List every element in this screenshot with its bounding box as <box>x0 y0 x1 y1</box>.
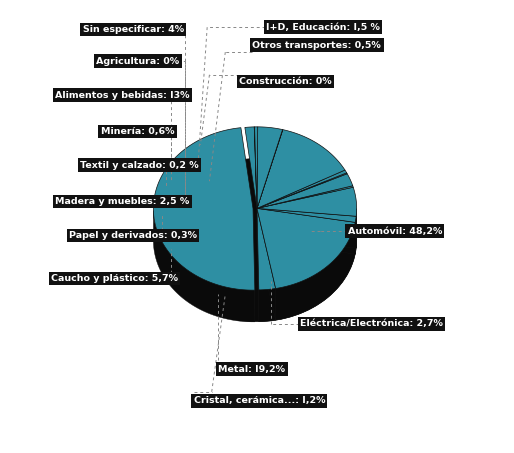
Polygon shape <box>257 208 355 254</box>
Polygon shape <box>257 186 353 208</box>
Polygon shape <box>257 173 347 208</box>
Text: Automóvil: 48,2%: Automóvil: 48,2% <box>347 226 442 236</box>
Polygon shape <box>153 128 255 290</box>
Polygon shape <box>257 127 283 208</box>
Text: Eléctrica/Electrónica: 2,7%: Eléctrica/Electrónica: 2,7% <box>300 319 443 328</box>
Polygon shape <box>254 127 258 208</box>
Text: Metal: I9,2%: Metal: I9,2% <box>218 365 285 374</box>
Ellipse shape <box>157 159 357 322</box>
Polygon shape <box>257 208 356 248</box>
Polygon shape <box>257 208 276 290</box>
Polygon shape <box>257 208 276 320</box>
Text: I+D, Educación: I,5 %: I+D, Educación: I,5 % <box>266 23 380 32</box>
Polygon shape <box>257 130 283 208</box>
Polygon shape <box>257 170 346 208</box>
Polygon shape <box>254 127 257 208</box>
Polygon shape <box>257 208 356 222</box>
Polygon shape <box>355 216 356 254</box>
Polygon shape <box>257 208 356 248</box>
Text: Sin especificar: 4%: Sin especificar: 4% <box>83 25 183 34</box>
Polygon shape <box>253 209 255 322</box>
Text: Minería: 0,6%: Minería: 0,6% <box>101 127 174 136</box>
Polygon shape <box>153 211 255 322</box>
Polygon shape <box>257 174 353 208</box>
Polygon shape <box>245 127 257 208</box>
Polygon shape <box>276 222 355 320</box>
Text: Otros transportes: 0,5%: Otros transportes: 0,5% <box>252 41 381 50</box>
Text: Madera y muebles: 2,5 %: Madera y muebles: 2,5 % <box>56 197 190 206</box>
Text: Alimentos y bebidas: I3%: Alimentos y bebidas: I3% <box>56 91 190 100</box>
Polygon shape <box>257 208 276 320</box>
Text: Textil y calzado: 0,2 %: Textil y calzado: 0,2 % <box>80 161 199 170</box>
Text: Agricultura: 0%: Agricultura: 0% <box>96 57 179 66</box>
Text: Construcción: 0%: Construcción: 0% <box>239 77 332 86</box>
Text: Caucho y plástico: 5,7%: Caucho y plástico: 5,7% <box>51 274 178 283</box>
Polygon shape <box>257 208 355 254</box>
Polygon shape <box>257 208 355 289</box>
Text: Cristal, cerámica...: I,2%: Cristal, cerámica...: I,2% <box>194 396 325 405</box>
Polygon shape <box>257 130 345 208</box>
Polygon shape <box>259 289 276 322</box>
Text: Papel y derivados: 0,3%: Papel y derivados: 0,3% <box>69 231 197 240</box>
Polygon shape <box>257 208 259 322</box>
Polygon shape <box>257 187 357 216</box>
